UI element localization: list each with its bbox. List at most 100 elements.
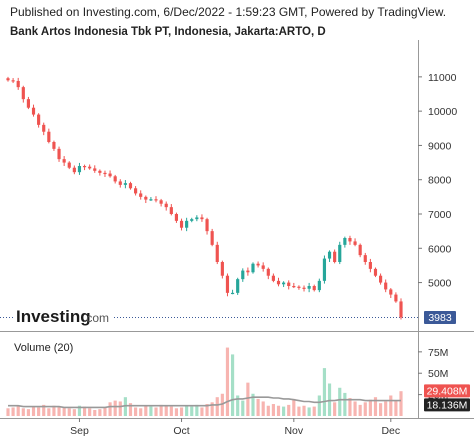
candle-body (297, 286, 301, 288)
current-volume-badge (424, 384, 470, 398)
volume-bar (394, 400, 398, 416)
volume-bar (358, 404, 362, 416)
candle-body (399, 301, 403, 318)
candle-body (363, 255, 367, 262)
y-tick-label: 8000 (428, 175, 452, 187)
volume-bar (159, 404, 163, 416)
candle-body (317, 280, 321, 291)
candle-body (88, 166, 92, 169)
y-tick-label: 10000 (428, 106, 457, 118)
candle-body (62, 159, 66, 163)
candle-body (149, 199, 153, 201)
candle-body (37, 114, 41, 125)
volume-bar (52, 405, 56, 416)
candle-body (251, 263, 255, 273)
candle-body (348, 238, 352, 242)
candle-body (47, 131, 51, 142)
volume-bar (297, 406, 301, 416)
y-tick-label: 6000 (428, 243, 452, 255)
candle-body (327, 251, 332, 259)
candle-body (338, 244, 342, 262)
volume-bar (6, 408, 10, 416)
candle-body (52, 142, 56, 149)
volume-bar (128, 403, 133, 416)
candle-body (353, 241, 357, 245)
candle-body (389, 289, 393, 295)
volume-bar (174, 408, 179, 416)
volume-bar (144, 405, 148, 416)
volume-bar (292, 398, 296, 416)
volume-bar (77, 405, 82, 416)
candle-body (266, 268, 270, 276)
volume-bar (11, 407, 15, 416)
volume-bar (62, 407, 66, 416)
volume-bar (200, 407, 204, 416)
candle-body (93, 168, 97, 171)
candle-body (98, 170, 102, 173)
candle-body (215, 244, 219, 262)
volume-bar (266, 405, 270, 416)
volume-bar (251, 393, 255, 416)
candle-body (134, 188, 138, 194)
volume-bar (317, 395, 321, 416)
volume-bar (379, 403, 383, 416)
candle-body (72, 167, 76, 173)
candle-body (164, 203, 168, 208)
logo-wordmark: Investing (16, 307, 91, 326)
volume-bar (82, 406, 87, 416)
volume-ma-badge (424, 398, 470, 412)
volume-bar (307, 407, 311, 416)
last-price-badge (424, 310, 456, 324)
candle-body (256, 263, 260, 266)
candle-body (57, 148, 61, 160)
candle-body (373, 268, 378, 276)
candle-body (118, 181, 122, 185)
x-tick-label: Dec (381, 425, 400, 437)
volume-bar (118, 401, 122, 416)
volume-bar (93, 410, 97, 416)
volume-bar (256, 398, 260, 416)
candle-body (333, 251, 337, 262)
volume-bar (215, 397, 219, 416)
volume-bar (338, 387, 342, 416)
candle-body (169, 207, 173, 214)
volume-bar (276, 405, 281, 416)
candle-body (139, 193, 143, 197)
candle-body (195, 217, 199, 220)
y-tick-label: 11000 (428, 72, 457, 84)
volume-bar (343, 392, 347, 416)
volume-bar (72, 409, 76, 416)
volume-label: Volume (20) (14, 342, 74, 354)
volume-bar (368, 399, 372, 416)
candle-body (123, 183, 127, 185)
volume-bar (236, 395, 240, 416)
volume-bar (230, 354, 235, 416)
volume-bar (190, 406, 194, 416)
last-price-label: 3983 (428, 312, 452, 324)
candle-body (322, 258, 327, 281)
candle-body (103, 172, 107, 175)
volume-bar (353, 401, 357, 416)
volume-bar (185, 405, 189, 416)
volume-bar (384, 401, 388, 416)
volume-bar (154, 407, 158, 416)
volume-bar (210, 402, 214, 416)
x-tick-label: Oct (173, 425, 189, 437)
current-volume-label: 29.408M (427, 386, 468, 398)
y-tick-label: 7000 (428, 209, 452, 221)
candle-body (190, 219, 194, 221)
candle-body (185, 220, 189, 228)
volume-bar (57, 406, 61, 416)
volume-bar (271, 404, 275, 416)
candle-body (77, 166, 82, 173)
volume-tick-label: 50M (428, 368, 448, 380)
volume-bar (261, 401, 265, 416)
volume-bar (373, 397, 378, 416)
volume-bar (205, 404, 209, 416)
volume-bar (113, 400, 117, 416)
volume-bar (302, 405, 306, 416)
volume-bar (42, 404, 46, 416)
volume-bar (26, 409, 30, 416)
candle-body (394, 294, 398, 302)
